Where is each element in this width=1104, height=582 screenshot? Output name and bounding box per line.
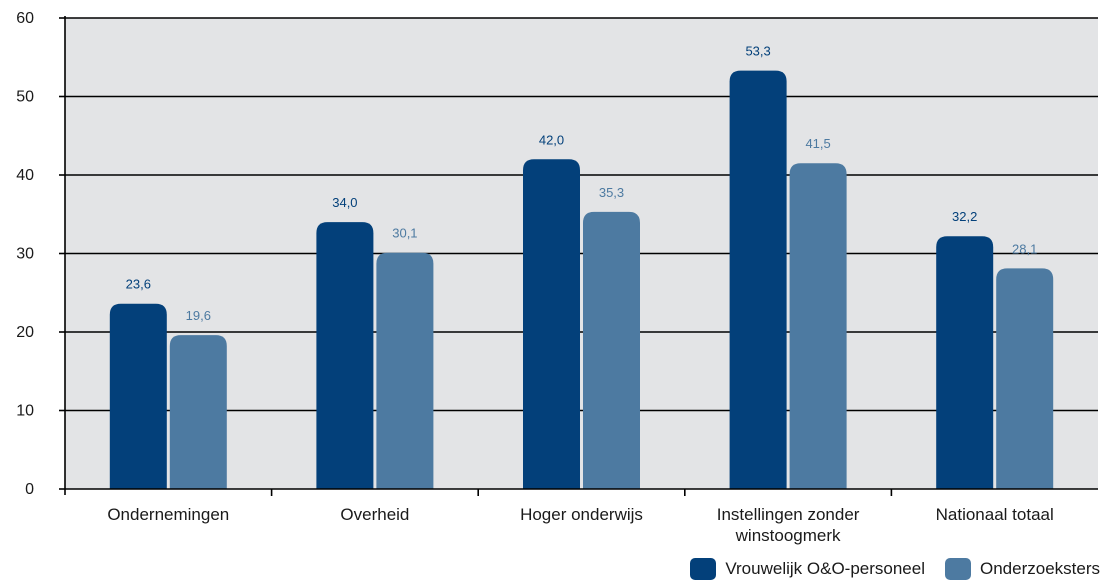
y-axis-ticks: 0 10 20 30 40 50 60 [16,10,34,498]
data-label: 41,5 [805,136,830,151]
bar-series-2-category-1 [169,335,227,489]
data-label: 30,1 [392,226,417,241]
legend-label-series-1: Vrouwelijk O&O-personeel [725,559,925,578]
bar-series-2-category-4 [789,163,847,489]
data-label: 28,1 [1012,241,1037,256]
x-category-label: Instellingen zonder winstoogmerk [717,505,860,545]
x-axis-labels: Ondernemingen Overheid Hoger onderwijs Inst… [107,505,1053,545]
legend-item-series-1: Vrouwelijk O&O-personeel [690,558,925,580]
legend-swatch-series-1 [690,558,717,580]
y-tick-label: 30 [16,246,34,263]
y-tick-label: 60 [16,10,34,27]
y-tick-label: 10 [16,403,34,420]
data-label: 32,2 [952,209,977,224]
data-label: 53,3 [745,44,770,59]
y-tick-label: 20 [16,324,34,341]
bar-series-2-category-5 [996,268,1054,489]
grid-lines [65,17,1098,412]
bar-series-1-category-3 [523,159,580,490]
x-category-label: Nationaal totaal [936,505,1054,524]
bar-series-1-category-4 [729,70,787,489]
y-tick-label: 40 [16,167,34,184]
x-category-label: Ondernemingen [107,505,229,524]
axes [59,16,1098,496]
legend: Vrouwelijk O&O-personeel Onderzoeksters [670,558,1100,580]
data-label: 42,0 [539,132,564,147]
legend-label-series-2: Onderzoeksters [980,559,1100,578]
bar-series-1-category-1 [109,303,167,489]
y-tick-label: 50 [16,89,34,106]
bars: 23,6 19,6 34,0 30,1 42,0 35,3 53,3 41,5 32,2 28,1 [109,44,1054,490]
data-label: 19,6 [186,308,211,323]
legend-swatch-series-2 [945,558,971,580]
data-label: 34,0 [332,195,357,210]
bar-series-2-category-2 [376,252,434,489]
x-category-label: Hoger onderwijs [520,505,643,524]
bar-series-1-category-5 [936,236,994,489]
y-tick-label: 0 [25,481,34,498]
data-label: 35,3 [599,185,624,200]
bar-series-1-category-2 [316,222,374,489]
x-category-label: Overheid [340,505,409,524]
legend-item-series-2: Onderzoeksters [945,558,1100,580]
bar-series-2-category-3 [583,211,640,489]
data-label: 23,6 [126,277,151,292]
